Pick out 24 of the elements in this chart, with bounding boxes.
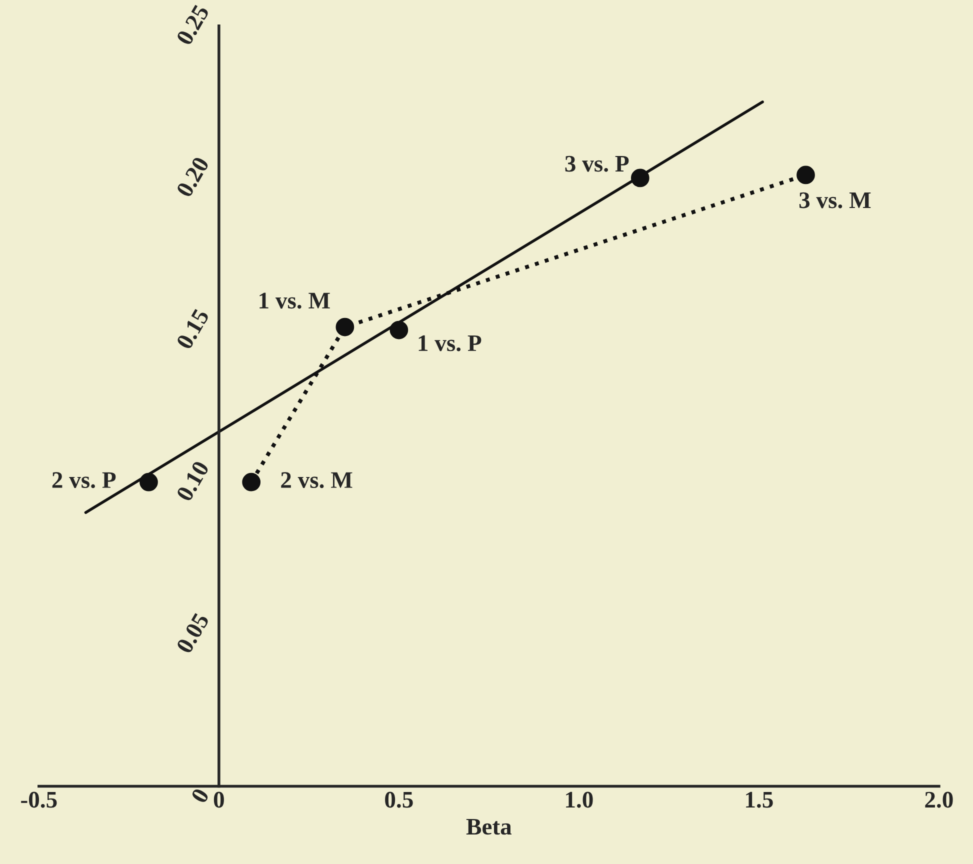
y-tick-label: 0.10 xyxy=(176,460,210,502)
x-tick-label: 1.5 xyxy=(746,792,773,808)
x-tick-label: 1.0 xyxy=(566,792,593,808)
point xyxy=(140,472,158,492)
y-tick-label: 0.15 xyxy=(176,308,210,350)
point xyxy=(242,472,261,492)
point xyxy=(390,320,408,340)
x-tick-label: 0.5 xyxy=(385,792,413,808)
x-tick-label: -0.5 xyxy=(21,792,57,808)
annotation: 2 vs. P xyxy=(52,472,116,488)
point xyxy=(796,166,815,184)
point xyxy=(630,168,650,188)
y-tick-label: 0.25 xyxy=(176,4,210,46)
annotation: 2 vs. M xyxy=(281,472,352,488)
point xyxy=(336,318,354,336)
annotation: 1 vs. M xyxy=(260,292,330,309)
annotation: 3 vs. P xyxy=(565,156,629,172)
annotation: 1 vs. P xyxy=(418,335,482,352)
x-axis-title: Beta xyxy=(466,818,512,835)
annotation: 3 vs. M xyxy=(799,192,871,208)
y-tick-label: 0.20 xyxy=(176,156,210,198)
y-tick-label: 0.05 xyxy=(176,612,210,654)
x-tick-label: 2.0 xyxy=(925,792,953,808)
x-tick-label: 0 xyxy=(214,792,224,808)
